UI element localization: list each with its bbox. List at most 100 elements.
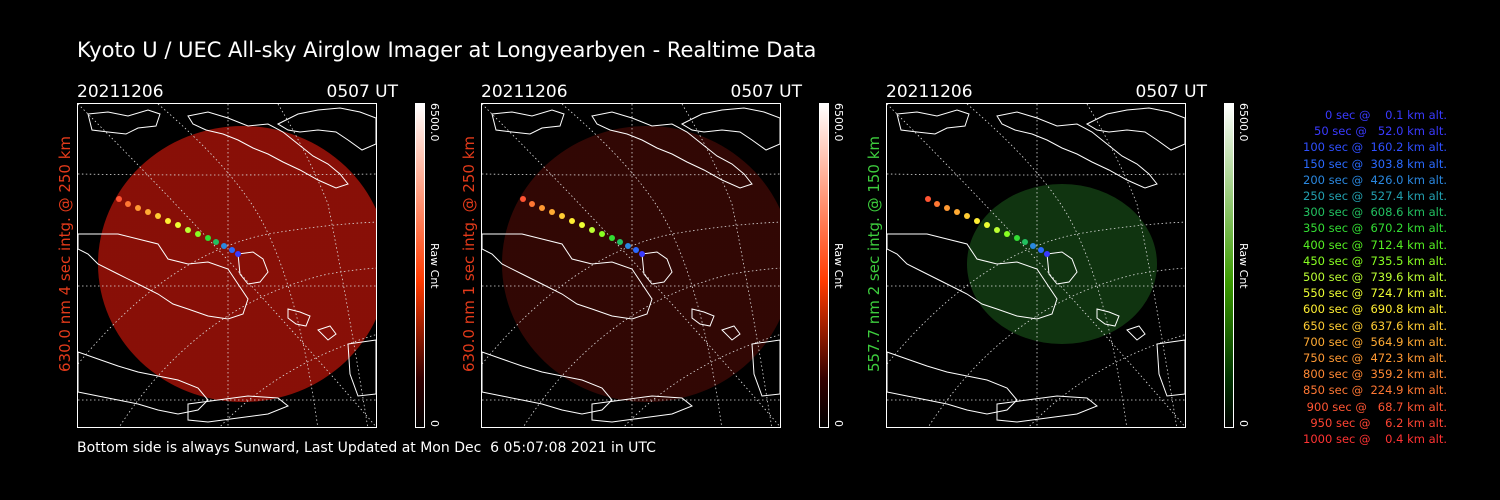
legend-entry: 250 sec @ 527.4 km alt. [1299,189,1447,204]
track-point [195,231,201,237]
coastline [721,325,741,341]
coastline [1126,325,1146,341]
coastline [287,308,311,327]
panel-3-time: 0507 UT [1135,82,1208,102]
legend-entry: 50 sec @ 52.0 km alt. [1306,124,1447,139]
track-point [185,227,191,233]
track-point [213,239,219,245]
track-point [549,209,555,215]
grid-line [1028,334,1185,427]
track-point [539,205,545,211]
track-point [1038,247,1044,253]
track-point [221,243,227,249]
track-point [529,201,535,207]
grid-line [966,104,1128,427]
track-point [1044,251,1050,257]
legend-entry: 0 sec @ 0.1 km alt. [1314,108,1447,122]
page-title: Kyoto U / UEC All-sky Airglow Imager at … [77,38,817,62]
colorbar-3-label: Raw Cnt [1237,243,1250,289]
track-point [633,247,639,253]
coastline [896,109,970,135]
coastline [1085,107,1185,151]
coastline [187,111,349,189]
grid-line [1086,104,1178,427]
coastline [751,339,780,397]
coastline [996,111,1158,189]
legend-entry: 900 sec @ 68.7 km alt. [1303,399,1447,414]
track-point [165,218,171,224]
track-point [579,222,585,228]
coastline [887,233,1058,320]
legend-entry: 400 sec @ 712.4 km alt. [1299,237,1447,252]
legend-entry: 650 sec @ 637.6 km alt. [1299,318,1447,333]
track-point [229,247,235,253]
track-point [175,222,181,228]
airglow-field [967,184,1157,344]
coastline [87,109,161,135]
grid-line [157,104,319,427]
colorbar-3-min: 0 [1237,420,1250,427]
legend-entry: 850 sec @ 224.9 km alt. [1299,383,1447,398]
legend-entry: 950 sec @ 6.2 km alt. [1306,415,1447,430]
track-point [934,201,940,207]
panel-1-date: 20211206 [77,82,164,102]
grid-line [219,334,376,427]
coastline [347,339,376,397]
track-point [954,209,960,215]
colorbar-3 [1224,103,1234,428]
track-point [520,196,526,202]
track-point [1022,239,1028,245]
coastline [1156,339,1185,397]
track-point [599,231,605,237]
altitude-legend: 0 sec @ 0.1 km alt. 50 sec @ 52.0 km alt… [1262,107,1447,447]
panel-1-time: 0507 UT [326,82,399,102]
grid-line [887,173,1185,176]
track-point [569,218,575,224]
coastline [187,395,289,423]
grid-line [482,173,780,176]
track-point [155,213,161,219]
colorbar-3-max: 6500.0 [1237,103,1250,142]
grid-line [118,267,376,427]
coastline [591,395,693,423]
coastline [482,351,613,415]
track-point [135,205,141,211]
track-point [205,235,211,241]
track-point [994,227,1000,233]
coastline [78,233,249,320]
track-point [925,196,931,202]
coastline [1046,251,1078,285]
grid-line [887,104,1185,427]
colorbar-2-max: 6500.0 [832,103,845,142]
panel-3-ylabel: 557.7 nm 2 sec intg. @ 150 km [865,135,883,372]
track-point [984,222,990,228]
track-point [617,239,623,245]
coastline [482,233,653,320]
airglow-field [502,126,780,402]
coastline [887,351,1018,415]
legend-entry: 750 sec @ 472.3 km alt. [1299,351,1447,366]
grid-line [78,173,376,176]
grid-line [522,267,780,427]
legend-entry: 700 sec @ 564.9 km alt. [1299,334,1447,349]
panel-3-date: 20211206 [886,82,973,102]
track-point [639,251,645,257]
track-point [1014,235,1020,241]
track-point [235,251,241,257]
coastline [641,251,673,285]
grid-line [623,334,780,427]
panel-2-ylabel: 630.0 nm 1 sec intg. @ 250 km [460,135,478,372]
coastline [276,107,376,151]
colorbar-2-label: Raw Cnt [832,243,845,289]
panel-2-time: 0507 UT [730,82,803,102]
airglow-field [98,126,376,402]
track-point [1004,231,1010,237]
panel-2-date: 20211206 [481,82,568,102]
track-point [145,209,151,215]
coastline [1096,308,1120,327]
grid-line [927,267,1185,427]
legend-entry: 600 sec @ 690.8 km alt. [1299,302,1447,317]
colorbar-1 [415,103,425,428]
panel-1-ylabel: 630.0 nm 4 sec intg. @ 250 km [56,135,74,372]
coastline [591,111,753,189]
